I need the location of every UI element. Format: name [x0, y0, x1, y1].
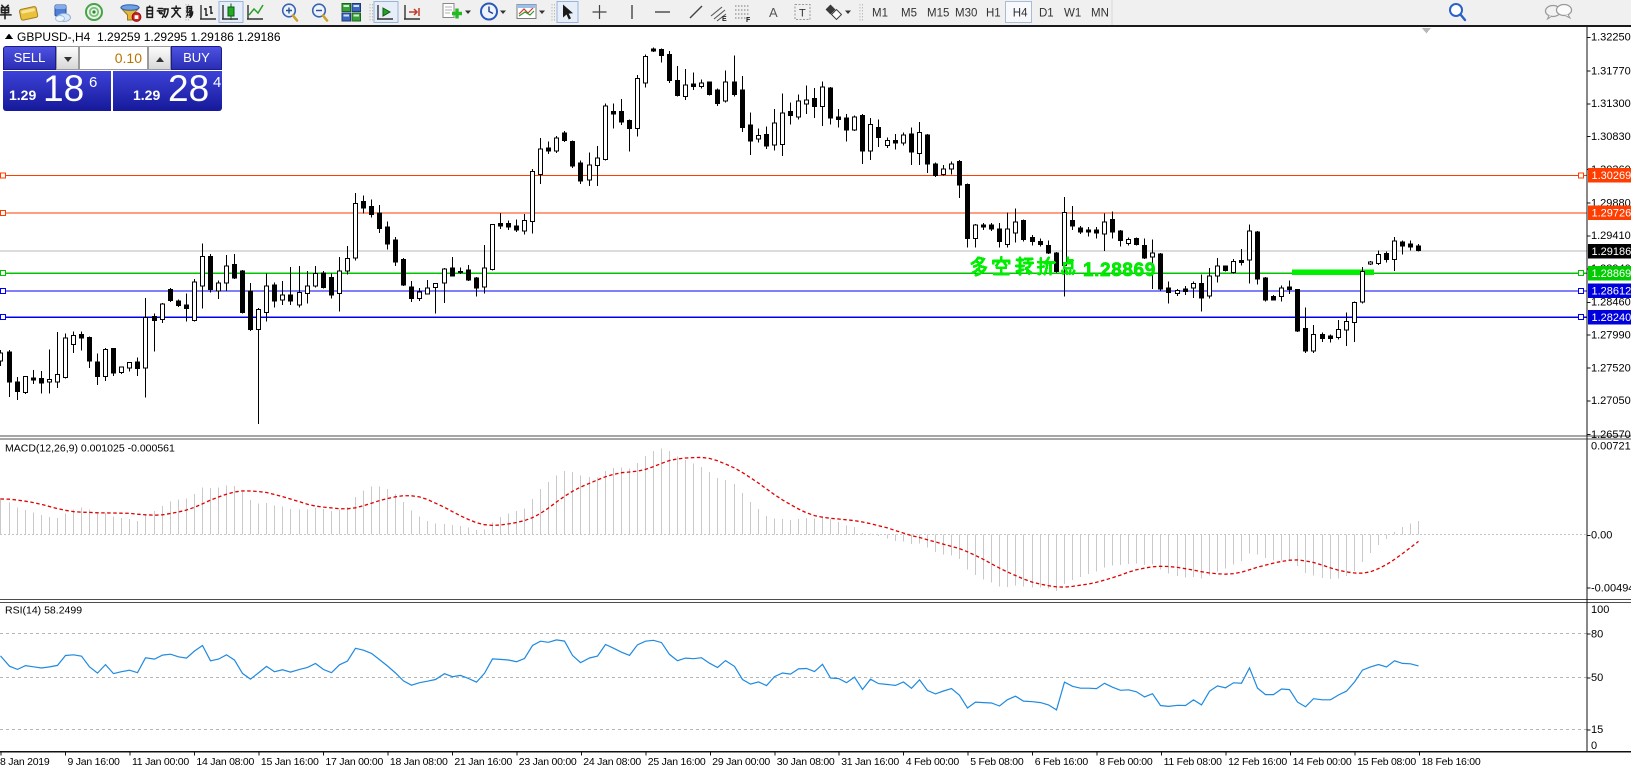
- svg-text:1.29726: 1.29726: [1592, 208, 1631, 220]
- svg-text:4 Feb 00:00: 4 Feb 00:00: [906, 756, 960, 768]
- svg-text:6 Feb 16:00: 6 Feb 16:00: [1035, 756, 1089, 768]
- svg-text:50: 50: [1591, 672, 1603, 684]
- svg-text:21 Jan 16:00: 21 Jan 16:00: [454, 756, 512, 768]
- svg-text:31 Jan 16:00: 31 Jan 16:00: [841, 756, 899, 768]
- svg-text:80: 80: [1591, 628, 1603, 640]
- svg-text:T: T: [799, 8, 806, 20]
- svg-text:1.27520: 1.27520: [1591, 362, 1631, 374]
- svg-text:24 Jan 08:00: 24 Jan 08:00: [583, 756, 641, 768]
- svg-text:11 Feb 08:00: 11 Feb 08:00: [1164, 756, 1223, 768]
- svg-text:1.29186: 1.29186: [1592, 246, 1631, 258]
- svg-text:8 Feb 00:00: 8 Feb 00:00: [1099, 756, 1153, 768]
- svg-text:0: 0: [1591, 740, 1597, 752]
- svg-text:25 Jan 16:00: 25 Jan 16:00: [648, 756, 706, 768]
- svg-text:100: 100: [1591, 604, 1609, 616]
- svg-text:A: A: [769, 5, 778, 20]
- svg-text:1.28240: 1.28240: [1592, 312, 1631, 324]
- svg-text:0.00: 0.00: [1591, 530, 1612, 542]
- svg-text:1.32250: 1.32250: [1591, 32, 1631, 44]
- svg-text:GBPUSD-,H4 1.29259 1.29295 1.: GBPUSD-,H4 1.29259 1.29295 1.29186 1.291…: [17, 30, 281, 44]
- svg-text:M1: M1: [872, 8, 888, 20]
- svg-text:9 Jan 16:00: 9 Jan 16:00: [68, 756, 121, 768]
- svg-text:23 Jan 00:00: 23 Jan 00:00: [519, 756, 577, 768]
- svg-text:F: F: [746, 17, 751, 24]
- svg-text:RSI(14) 58.2499: RSI(14) 58.2499: [5, 605, 82, 617]
- svg-text:0.007216: 0.007216: [1591, 441, 1631, 453]
- svg-text:1.28869: 1.28869: [1592, 268, 1631, 280]
- svg-text:M5: M5: [901, 8, 917, 20]
- svg-text:1.29410: 1.29410: [1591, 230, 1631, 242]
- svg-text:MN: MN: [1091, 8, 1109, 20]
- svg-text:1.31300: 1.31300: [1591, 98, 1631, 110]
- svg-text:1.30830: 1.30830: [1591, 131, 1631, 143]
- svg-text:14 Jan 08:00: 14 Jan 08:00: [196, 756, 254, 768]
- svg-text:18 Jan 08:00: 18 Jan 08:00: [390, 756, 448, 768]
- svg-text:1.27990: 1.27990: [1591, 330, 1631, 342]
- svg-text:H4: H4: [1013, 8, 1028, 20]
- svg-text:29 Jan 00:00: 29 Jan 00:00: [712, 756, 770, 768]
- svg-text:5 Feb 08:00: 5 Feb 08:00: [970, 756, 1024, 768]
- svg-text:M15: M15: [927, 8, 949, 20]
- svg-text:1.28869: 1.28869: [1083, 260, 1156, 281]
- svg-text:M30: M30: [955, 8, 977, 20]
- svg-text:15 Jan 16:00: 15 Jan 16:00: [261, 756, 319, 768]
- svg-text:14 Feb 00:00: 14 Feb 00:00: [1293, 756, 1352, 768]
- svg-text:17 Jan 00:00: 17 Jan 00:00: [325, 756, 383, 768]
- svg-text:1.28612: 1.28612: [1592, 286, 1631, 298]
- svg-text:MACD(12,26,9) 0.001025 -0.0005: MACD(12,26,9) 0.001025 -0.000561: [5, 443, 175, 455]
- svg-text:15 Feb 08:00: 15 Feb 08:00: [1357, 756, 1416, 768]
- svg-text:1.27050: 1.27050: [1591, 395, 1631, 407]
- svg-text:E: E: [722, 16, 727, 23]
- svg-text:1.26570: 1.26570: [1591, 429, 1631, 441]
- svg-text:12 Feb 16:00: 12 Feb 16:00: [1228, 756, 1287, 768]
- svg-text:1.28460: 1.28460: [1591, 297, 1631, 309]
- svg-text:30 Jan 08:00: 30 Jan 08:00: [777, 756, 835, 768]
- svg-text:W1: W1: [1064, 8, 1081, 20]
- svg-text:8 Jan 2019: 8 Jan 2019: [0, 756, 50, 768]
- svg-text:1.31770: 1.31770: [1591, 65, 1631, 77]
- svg-text:11 Jan 00:00: 11 Jan 00:00: [132, 756, 189, 768]
- svg-text:D1: D1: [1039, 8, 1054, 20]
- svg-text:-0.004943: -0.004943: [1591, 583, 1631, 595]
- svg-text:1.30269: 1.30269: [1592, 170, 1631, 182]
- svg-text:H1: H1: [986, 8, 1001, 20]
- svg-text:18 Feb 16:00: 18 Feb 16:00: [1422, 756, 1481, 768]
- svg-text:15: 15: [1591, 724, 1603, 736]
